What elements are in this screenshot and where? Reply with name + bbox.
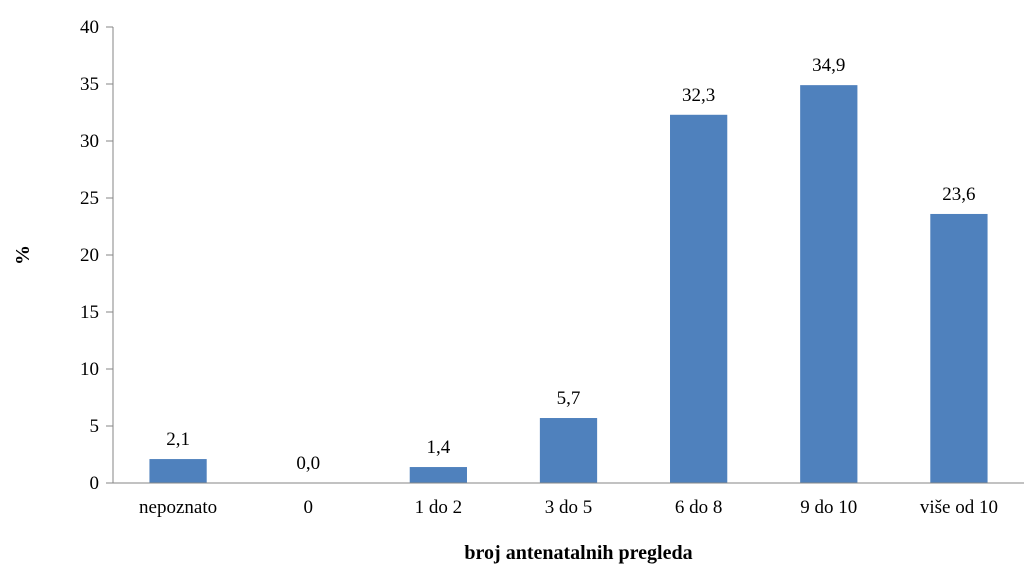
category-label: nepoznato [139,497,217,518]
y-axis-ticks: 0 5 10 15 20 25 30 35 40 [80,17,113,494]
y-tick-label: 40 [80,17,99,38]
bar [670,114,728,483]
data-label: 5,7 [557,388,581,409]
y-tick-label: 5 [90,416,100,437]
data-label: 2,1 [166,429,190,450]
category-label: više od 10 [920,497,998,518]
category-label: 3 do 5 [545,497,593,518]
bar [409,467,467,483]
data-label: 34,9 [812,55,845,76]
category-label: 6 do 8 [675,497,723,518]
bar [539,418,598,483]
y-tick-label: 10 [80,359,99,380]
y-tick-label: 25 [80,188,99,209]
y-axis-title: % [12,245,34,265]
y-tick-label: 35 [80,74,99,95]
y-tick-label: 0 [90,473,100,494]
bar [800,85,858,483]
y-tick-label: 20 [80,245,99,266]
data-label: 23,6 [942,184,975,205]
bars [149,85,988,483]
x-axis-title: broj antenatalnih pregleda [464,542,692,564]
data-label: 32,3 [682,85,715,106]
y-tick-label: 15 [80,302,99,323]
y-tick-label: 30 [80,131,99,152]
category-label: 9 do 10 [800,497,857,518]
bar [930,213,988,483]
category-label: 0 [303,497,313,518]
data-labels: 2,1 0,0 1,4 5,7 32,3 34,9 23,6 [166,55,975,474]
data-label: 0,0 [296,453,320,474]
category-label: 1 do 2 [415,497,463,518]
data-label: 1,4 [426,437,450,458]
bar [149,459,207,483]
category-labels: nepoznato 0 1 do 2 3 do 5 6 do 8 9 do 10 više … [139,497,998,518]
